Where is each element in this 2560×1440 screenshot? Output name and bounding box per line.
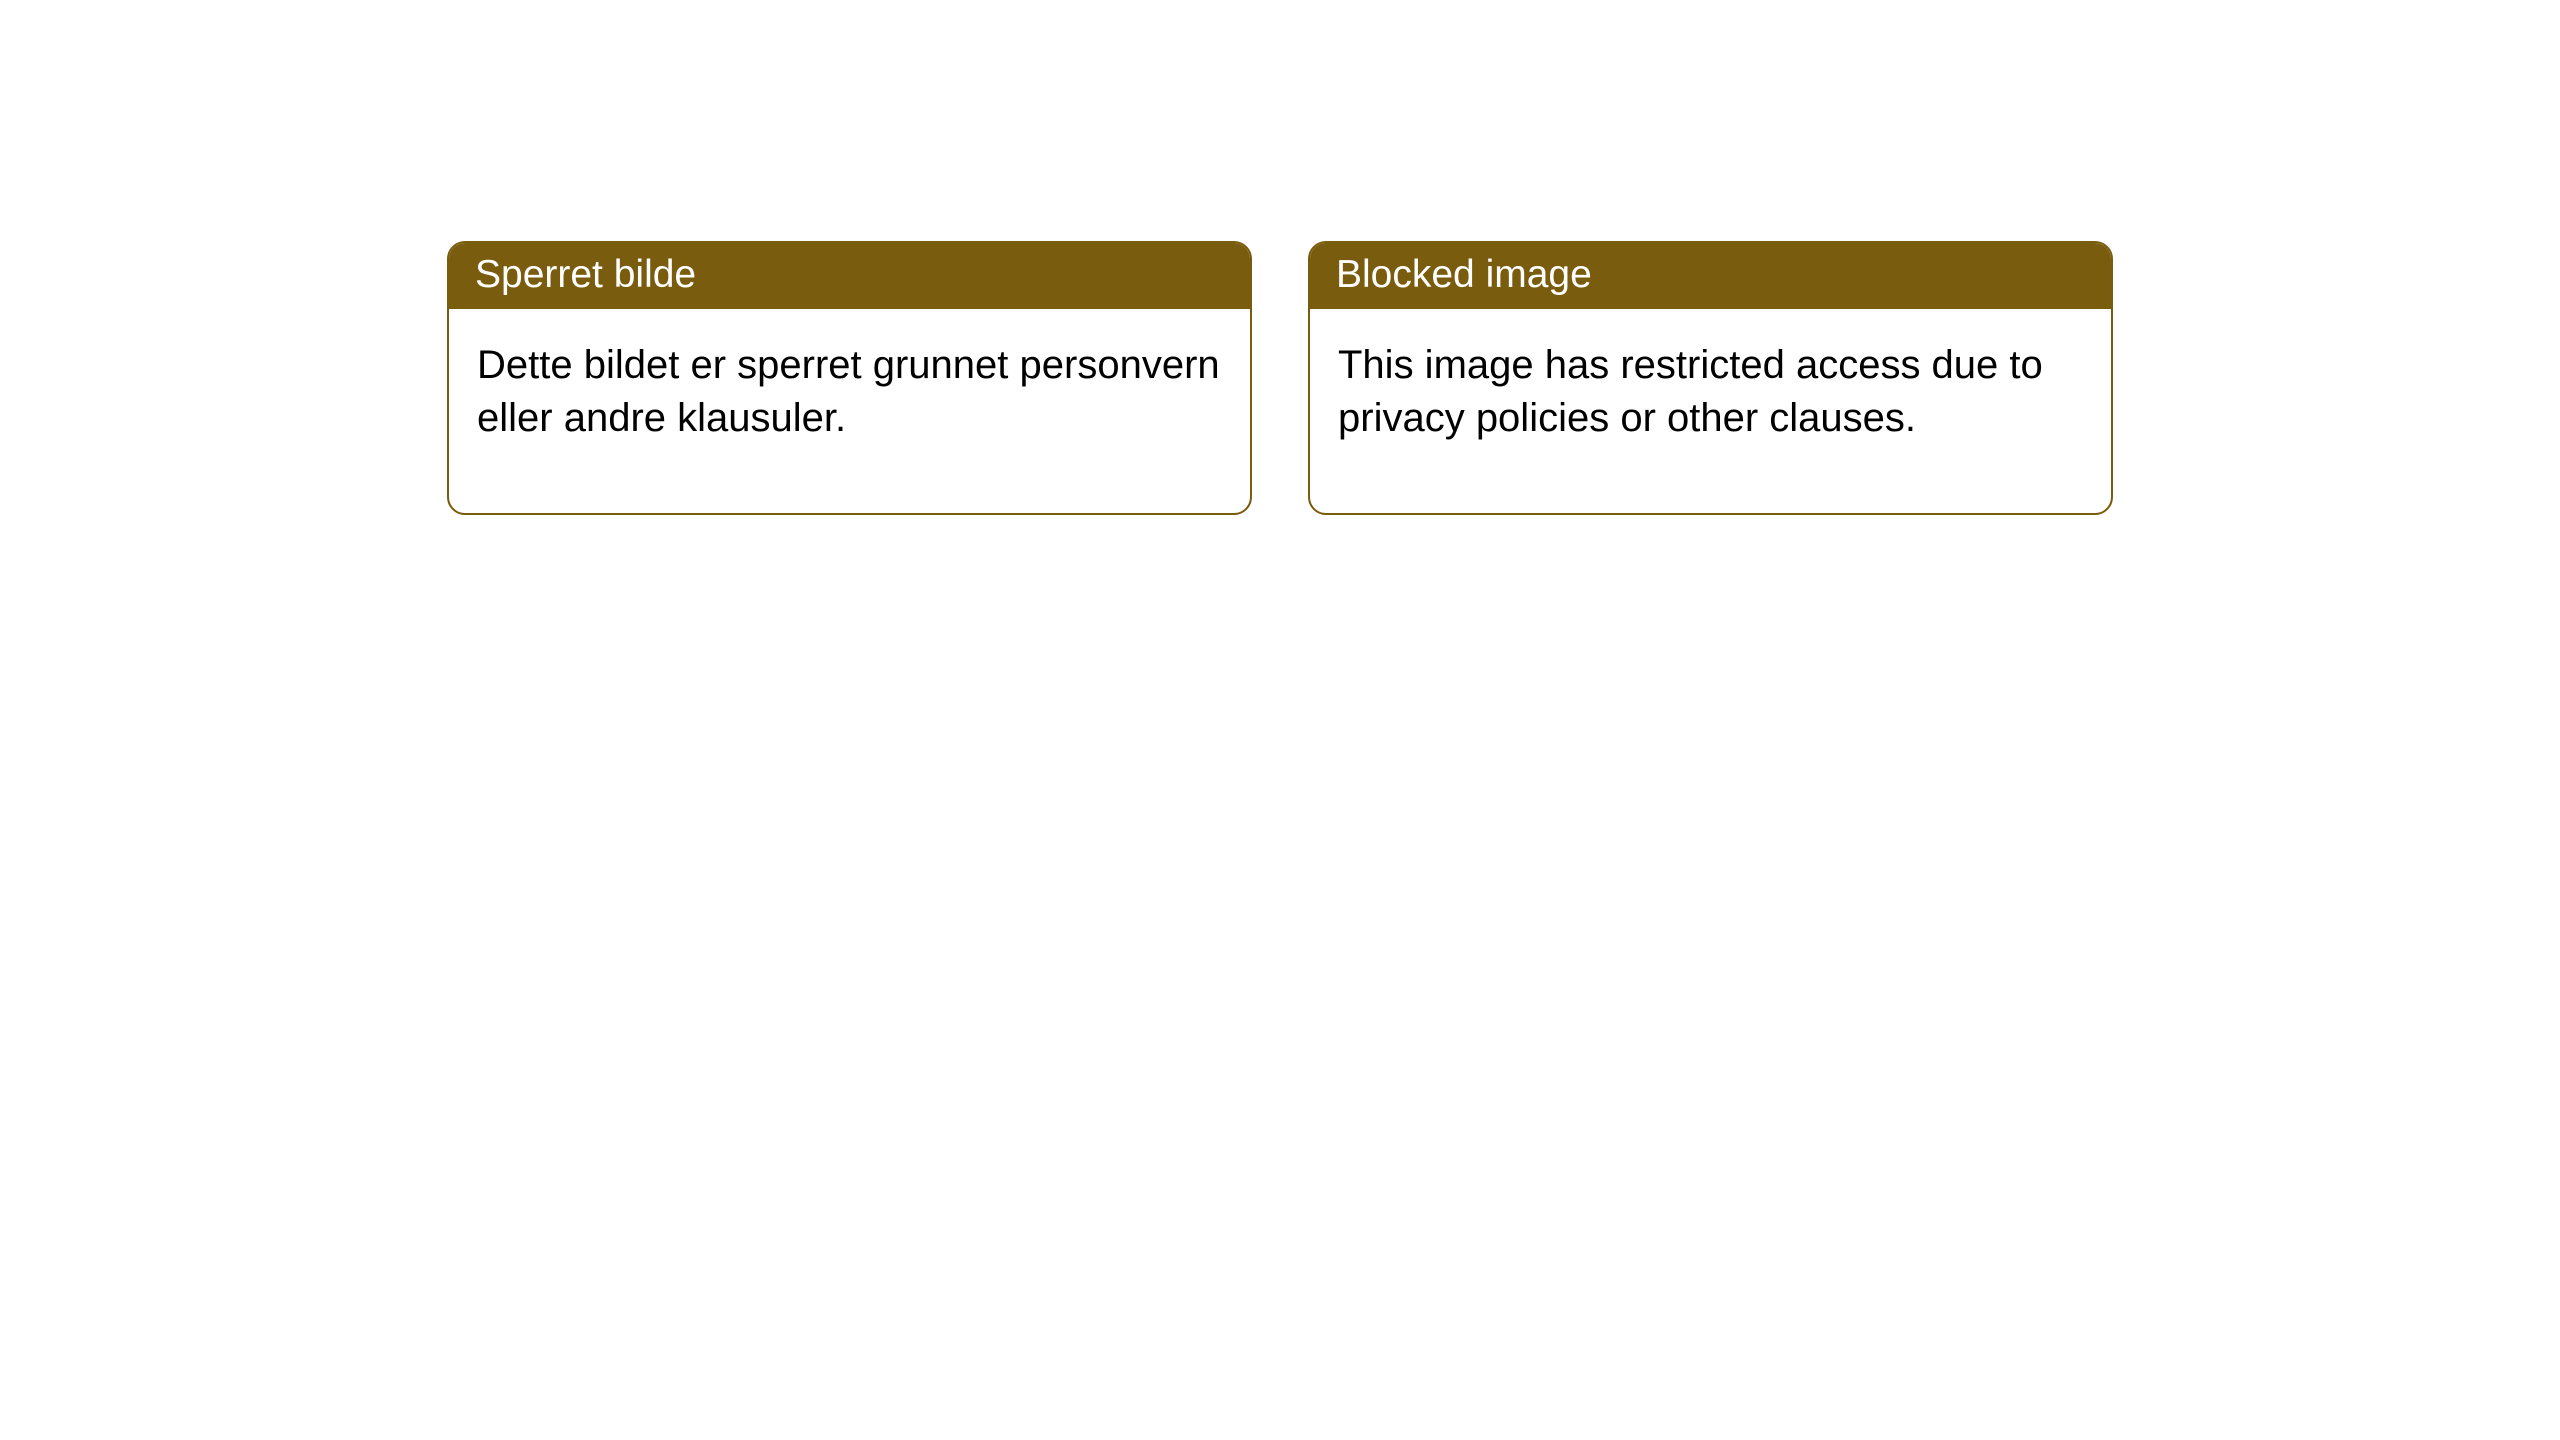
notice-card-title: Blocked image [1310,243,2111,309]
notice-card-norwegian: Sperret bilde Dette bildet er sperret gr… [447,241,1252,515]
notice-card-title: Sperret bilde [449,243,1250,309]
notice-card-english: Blocked image This image has restricted … [1308,241,2113,515]
notice-card-body: Dette bildet er sperret grunnet personve… [449,309,1250,513]
notice-card-body: This image has restricted access due to … [1310,309,2111,513]
notice-cards-container: Sperret bilde Dette bildet er sperret gr… [447,241,2113,515]
